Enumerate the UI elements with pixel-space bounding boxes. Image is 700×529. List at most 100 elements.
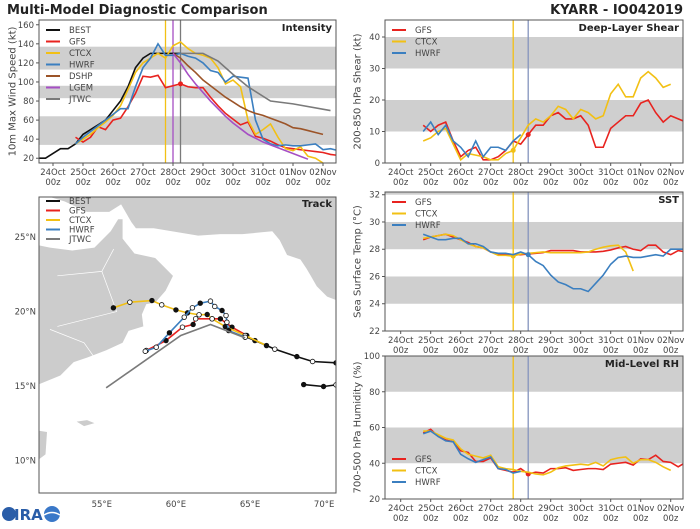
x-tick-sublabel: 00z <box>603 346 619 356</box>
legend-label: HWRF <box>69 226 95 236</box>
legend-label: BEST <box>69 26 92 36</box>
y-tick-label: 120 <box>18 59 34 69</box>
track-position-marker <box>207 298 214 304</box>
x-tick-sublabel: 00z <box>423 514 439 524</box>
lat-tick-label: 20°N <box>15 308 36 318</box>
track-position-marker <box>272 346 278 352</box>
series-marker-hwrf <box>525 252 531 258</box>
x-tick-label: 02Nov <box>657 504 684 514</box>
logo-text: IRA <box>14 506 43 524</box>
x-tick-label: 26Oct <box>448 336 474 346</box>
series-line-jtwc <box>180 52 331 112</box>
x-tick-sublabel: 00z <box>453 514 469 524</box>
x-tick-label: 24Oct <box>40 168 66 178</box>
storm-id: KYARR - IO042019 <box>550 3 683 18</box>
x-tick-sublabel: 00z <box>603 178 619 188</box>
x-tick-sublabel: 00z <box>543 514 559 524</box>
y-axis-label: 700-500 hPa Humidity (%) <box>352 361 363 493</box>
plot-frame <box>38 19 337 164</box>
lon-tick-label: 60°E <box>166 500 186 510</box>
track-position-marker <box>127 299 133 305</box>
y-tick-label: 20 <box>23 154 34 164</box>
legend-label: JTWC <box>68 95 91 105</box>
track-position-marker <box>159 302 165 308</box>
x-tick-label: 30Oct <box>568 168 594 178</box>
y-tick-label: 26 <box>369 272 380 282</box>
panel-title: Mid-Level RH <box>605 359 679 370</box>
shaded-band <box>385 276 683 304</box>
shaded-band <box>385 356 683 392</box>
series-line-hwrf <box>422 430 521 474</box>
x-tick-sublabel: 00z <box>513 178 529 188</box>
x-tick-label: 02Nov <box>657 336 684 346</box>
legend-label: CTCX <box>69 216 92 226</box>
x-tick-sublabel: 00z <box>393 514 409 524</box>
y-tick-label: 22 <box>369 327 380 337</box>
legend-label: HWRF <box>415 49 441 59</box>
x-tick-sublabel: 00z <box>423 178 439 188</box>
series-marker-gfs <box>178 81 183 87</box>
x-tick-label: 27Oct <box>478 336 504 346</box>
x-tick-sublabel: 00z <box>483 178 499 188</box>
y-tick-label: 60 <box>369 424 380 434</box>
track-position-marker <box>212 303 218 310</box>
y-tick-label: 80 <box>23 97 34 107</box>
track-line-gfs <box>145 318 248 352</box>
x-tick-sublabel: 00z <box>45 178 61 188</box>
x-tick-label: 25Oct <box>418 168 444 178</box>
y-tick-label: 28 <box>369 245 380 255</box>
x-tick-sublabel: 00z <box>483 514 499 524</box>
shaded-band <box>385 37 683 69</box>
legend-label: HWRF <box>69 61 95 71</box>
shaded-band <box>385 192 683 195</box>
lon-tick-label: 55°E <box>92 500 112 510</box>
land-iran-pakistan-india <box>39 197 336 301</box>
track-position-marker <box>309 358 316 365</box>
track-position-marker <box>219 307 225 314</box>
track-position-marker <box>196 312 202 318</box>
x-tick-sublabel: 00z <box>633 346 649 356</box>
x-tick-label: 30Oct <box>220 168 246 178</box>
x-tick-sublabel: 00z <box>663 514 679 524</box>
x-tick-label: 28Oct <box>508 504 534 514</box>
y-tick-label: 32 <box>369 191 380 201</box>
track-line-best <box>303 383 336 388</box>
track-panel: 55°E 60°E 65°E 70°E 10°N 15°N 20°N 25°N Track BES… <box>15 196 337 510</box>
x-tick-label: 26Oct <box>100 168 126 178</box>
x-tick-sublabel: 00z <box>255 178 271 188</box>
rh-panel: 2040608010024Oct00z25Oct00z26Oct00z27Oct… <box>352 352 684 524</box>
legend-label: HWRF <box>415 478 441 488</box>
x-tick-sublabel: 00z <box>543 346 559 356</box>
map-frame <box>38 196 337 494</box>
country-border <box>57 271 118 327</box>
x-tick-label: 31Oct <box>598 168 624 178</box>
y-axis-label: 200-850 hPa Shear (kt) <box>352 33 363 149</box>
track-position-marker <box>153 344 159 350</box>
legend-label: CTCX <box>415 210 438 220</box>
x-tick-label: 02Nov <box>309 168 336 178</box>
sst-panel: 22242628303224Oct00z25Oct00z26Oct00z27Oc… <box>352 191 684 356</box>
x-tick-sublabel: 00z <box>393 178 409 188</box>
x-tick-label: 25Oct <box>418 504 444 514</box>
series-line-gfs <box>75 74 336 156</box>
track-position-marker <box>320 383 327 390</box>
lon-tick-label: 65°E <box>240 500 260 510</box>
land-somalia <box>39 430 48 460</box>
y-tick-label: 24 <box>369 300 380 310</box>
figure-title: Multi-Model Diagnostic Comparison <box>7 3 268 18</box>
x-tick-sublabel: 00z <box>165 178 181 188</box>
y-axis-label: Sea Surface Temp (°C) <box>352 205 363 318</box>
x-tick-sublabel: 00z <box>513 346 529 356</box>
x-tick-label: 02Nov <box>657 168 684 178</box>
y-tick-label: 100 <box>18 78 34 88</box>
track-position-marker <box>197 300 203 306</box>
x-tick-sublabel: 00z <box>573 178 589 188</box>
series-line-hwrf <box>422 120 522 159</box>
x-tick-sublabel: 00z <box>195 178 211 188</box>
x-tick-label: 31Oct <box>598 336 624 346</box>
x-tick-sublabel: 00z <box>225 178 241 188</box>
x-tick-sublabel: 00z <box>543 178 559 188</box>
lat-tick-label: 10°N <box>15 456 36 466</box>
x-tick-sublabel: 00z <box>663 178 679 188</box>
x-tick-label: 28Oct <box>160 168 186 178</box>
